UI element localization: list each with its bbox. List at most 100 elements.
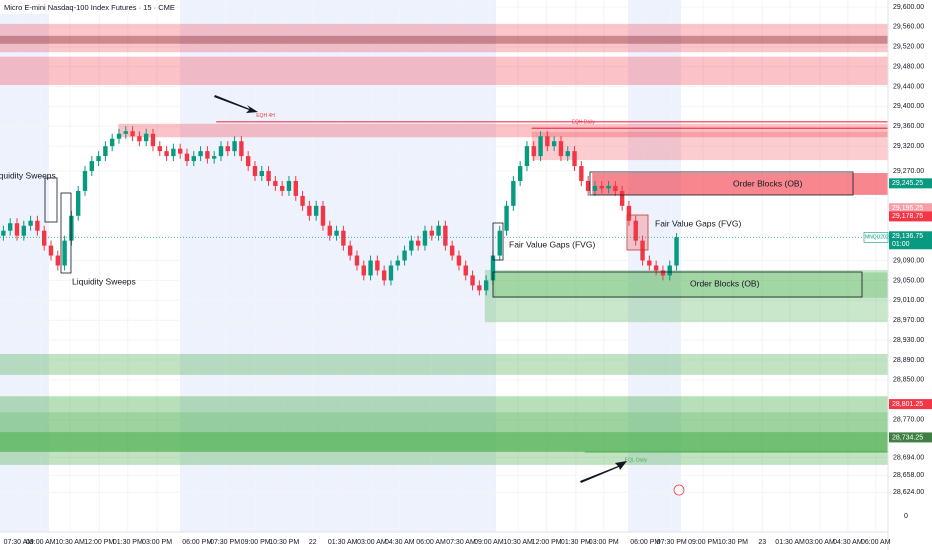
x-tick-label: 10:30 PM <box>269 539 299 546</box>
price-badge <box>889 432 932 443</box>
candle-body <box>103 146 108 157</box>
x-tick-label: 01:30 PM <box>113 539 143 546</box>
title-bg <box>0 0 150 14</box>
annotation: Fair Value Gaps (FVG) <box>509 239 595 249</box>
y-tick-label: 28,930.00 <box>893 337 924 344</box>
price-badge <box>889 399 932 410</box>
candle-body <box>327 225 332 236</box>
box <box>44 177 58 223</box>
candle-body <box>565 151 570 157</box>
candle-body <box>137 136 142 142</box>
candle-body <box>647 260 652 266</box>
candle-body <box>211 156 217 159</box>
candle-body <box>14 223 20 236</box>
candle-body <box>388 265 394 281</box>
y-tick-label: 28,694.00 <box>893 454 924 461</box>
candle-body <box>361 265 366 276</box>
candle-body <box>123 131 128 134</box>
candle-body <box>545 136 550 147</box>
price-badge-label: 29,245.25 <box>892 180 923 187</box>
x-tick-label: 10:30 PM <box>718 539 748 546</box>
candle-body <box>313 205 319 216</box>
candle-body <box>585 180 591 191</box>
candle-body <box>395 260 400 266</box>
candle-body <box>504 205 509 231</box>
candle-body <box>150 133 156 147</box>
zone <box>0 56 888 86</box>
candle-body <box>143 133 149 142</box>
candle-body <box>477 285 482 291</box>
y-tick-label: 29,440.00 <box>893 83 924 90</box>
event-icon[interactable] <box>673 484 685 496</box>
candle-body <box>599 185 604 189</box>
x-tick-label: 12:00 PM <box>84 539 114 546</box>
candle-body <box>470 275 475 286</box>
y-tick-label: 29,050.00 <box>893 277 924 284</box>
y-tick-label: 29,010.00 <box>893 297 924 304</box>
candle-body <box>191 156 196 162</box>
y-tick-label: 28,770.00 <box>893 416 924 423</box>
candle-body <box>157 146 162 152</box>
candle-body <box>177 148 183 154</box>
candle-body <box>633 220 638 241</box>
arrows <box>214 95 627 483</box>
x-tick-label: 09:00 AM <box>26 539 56 546</box>
candle-body <box>171 148 176 157</box>
arrow <box>214 95 258 113</box>
candle-body <box>429 230 434 236</box>
axes: 29,600.00 29,560.00 29,520.00 29,480.00 29,4… <box>0 4 932 546</box>
candle-body <box>517 166 523 181</box>
candle-body <box>28 220 33 226</box>
zone <box>0 35 888 44</box>
candle-body <box>307 205 312 216</box>
candle-body <box>640 240 645 261</box>
candle-body <box>449 245 455 256</box>
x-tick-label: 06:00 PM <box>182 539 212 546</box>
boxes <box>44 171 863 298</box>
candle-body <box>21 225 26 236</box>
candle-body <box>320 205 326 226</box>
candles <box>1 126 679 296</box>
last-price-badge <box>889 231 932 250</box>
x-tick-label: 10:30 AM <box>55 539 85 546</box>
x-tick-label: 07:30 AM <box>446 539 476 546</box>
zone <box>592 173 888 195</box>
annotation: Liquidity Sweeps <box>0 170 56 180</box>
candle-body <box>109 138 115 147</box>
zone <box>0 412 888 433</box>
candle-body <box>35 220 40 231</box>
x-tick-label: 03:00 PM <box>589 539 619 546</box>
candle-body <box>341 230 346 246</box>
level-label: EQL Daily <box>625 457 648 463</box>
countdown-label: 01:00 <box>892 241 910 248</box>
candle-body <box>354 255 360 266</box>
y-tick-label: 29,320.00 <box>893 143 924 150</box>
price-badge <box>889 211 932 222</box>
symbol-badge <box>863 231 889 243</box>
candle-body <box>1 230 6 236</box>
x-tick-label: 06:00 PM <box>630 539 660 546</box>
x-tick-label: 23 <box>758 539 766 546</box>
box <box>626 214 649 251</box>
candle-body <box>415 240 421 246</box>
candle-body <box>259 171 264 177</box>
price-badge-label: 28,734.25 <box>892 434 923 441</box>
candle-body <box>55 255 60 266</box>
x-tick-label: 09:00 PM <box>241 539 271 546</box>
candle-body <box>62 240 67 266</box>
y-tick-label: 29,090.00 <box>893 257 924 264</box>
candle-body <box>402 250 407 261</box>
y-tick-label: 28,850.00 <box>893 377 924 384</box>
x-tick-label: 07:30 AM <box>4 539 34 546</box>
candle-body <box>164 151 169 157</box>
candle-body <box>245 156 251 167</box>
candle-body <box>558 141 564 157</box>
price-badge-label: 29,178.75 <box>892 213 923 220</box>
annotation: Order Blocks (OB) <box>690 278 760 288</box>
x-tick-label: 07:30 PM <box>657 539 687 546</box>
candle-body <box>626 205 632 221</box>
candle-body <box>232 141 237 152</box>
box <box>589 171 854 196</box>
y-tick-label: 29,520.00 <box>893 44 924 51</box>
x-tick-label: 07:30 PM <box>210 539 240 546</box>
